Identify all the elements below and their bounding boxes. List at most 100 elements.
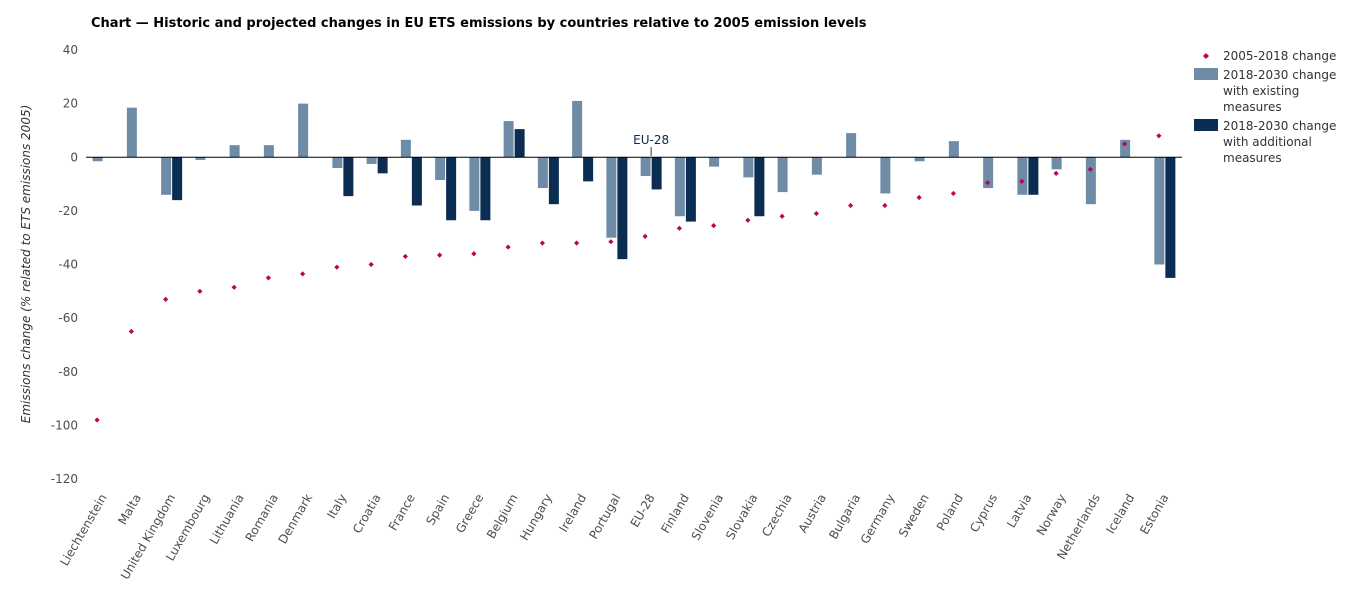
marker-2005-2018-change bbox=[231, 284, 237, 290]
legend-label: 2005-2018 change bbox=[1223, 49, 1336, 63]
bar-additional-measures bbox=[411, 157, 422, 206]
bar-existing-measures bbox=[298, 103, 309, 158]
marker-2005-2018-change bbox=[848, 202, 854, 209]
bar-existing-measures bbox=[263, 145, 274, 158]
bar-additional-measures bbox=[754, 157, 765, 217]
marker-2005-2018-change bbox=[539, 240, 545, 246]
legend-swatch-historic bbox=[1203, 53, 1209, 59]
bar-existing-measures bbox=[469, 157, 480, 211]
marker-2005-2018-change bbox=[985, 180, 991, 186]
x-category-label: Belgium bbox=[484, 492, 521, 542]
bar-existing-measures bbox=[606, 157, 617, 238]
annotation-label: EU-28 bbox=[633, 133, 669, 147]
y-tick-label: 0 bbox=[70, 150, 78, 164]
y-tick-label: -100 bbox=[51, 418, 78, 432]
x-category-label: Portugal bbox=[586, 492, 623, 542]
marker-2005-2018-change bbox=[505, 244, 511, 250]
x-category-label: France bbox=[386, 492, 418, 534]
bar-existing-measures bbox=[161, 157, 172, 195]
x-category-label: Malta bbox=[115, 492, 144, 528]
chart-title: Chart — Historic and projected changes i… bbox=[91, 16, 867, 31]
bar-existing-measures bbox=[1120, 139, 1131, 158]
marker-2005-2018-change bbox=[402, 253, 408, 260]
x-category-label: Germany bbox=[858, 492, 898, 547]
marker-2005-2018-change bbox=[334, 264, 340, 270]
legend: 2005-2018 change 2018-2030 change with exi… bbox=[1194, 49, 1336, 165]
x-category-label: Romania bbox=[243, 492, 281, 544]
marker-2005-2018-change bbox=[197, 288, 203, 294]
x-category-label: Bulgaria bbox=[826, 492, 863, 542]
marker-2005-2018-change bbox=[94, 417, 100, 423]
x-category-label: Iceland bbox=[1103, 492, 1137, 537]
bar-existing-measures bbox=[92, 157, 103, 162]
x-category-label: Slovakia bbox=[723, 492, 760, 543]
bar-additional-measures bbox=[617, 157, 628, 260]
marker-2005-2018-change bbox=[676, 225, 682, 231]
bar-existing-measures bbox=[537, 157, 548, 189]
marker-2005-2018-change bbox=[265, 275, 271, 281]
x-category-label: Estonia bbox=[1137, 492, 1171, 537]
bar-additional-measures bbox=[480, 157, 491, 221]
y-tick-label: -40 bbox=[58, 258, 78, 272]
bar-existing-measures bbox=[400, 139, 411, 158]
bar-existing-measures bbox=[366, 157, 377, 164]
x-category-label: Czechia bbox=[759, 492, 795, 540]
bar-additional-measures bbox=[583, 157, 594, 182]
x-category-label: Finland bbox=[658, 492, 692, 536]
y-tick-label: -60 bbox=[58, 311, 78, 325]
legend-label: 2018-2030 change with existing measures bbox=[1223, 68, 1336, 114]
marker-2005-2018-change bbox=[163, 296, 169, 302]
marker-series-group bbox=[94, 133, 1162, 423]
x-category-label: Italy bbox=[324, 492, 349, 522]
marker-2005-2018-change bbox=[300, 271, 306, 277]
legend-label: 2018-2030 change with additional measures bbox=[1223, 119, 1336, 165]
marker-2005-2018-change bbox=[779, 213, 785, 219]
x-category-label: Ireland bbox=[556, 492, 589, 535]
marker-2005-2018-change bbox=[711, 223, 717, 229]
marker-2005-2018-change bbox=[1053, 170, 1059, 176]
x-category-label: Hungary bbox=[517, 492, 555, 543]
marker-2005-2018-change bbox=[950, 190, 956, 197]
bar-existing-measures bbox=[1085, 157, 1096, 205]
bar-existing-measures bbox=[743, 157, 754, 178]
legend-swatch bbox=[1194, 68, 1218, 80]
bar-existing-measures bbox=[846, 133, 857, 158]
bar-additional-measures bbox=[1165, 157, 1176, 278]
bar-series-group bbox=[92, 100, 1176, 278]
bar-existing-measures bbox=[332, 157, 343, 168]
x-category-label: EU-28 bbox=[628, 492, 658, 530]
bar-existing-measures bbox=[811, 157, 822, 175]
marker-2005-2018-change bbox=[368, 261, 374, 268]
x-category-label: Slovenia bbox=[689, 492, 727, 543]
x-category-label: Denmark bbox=[276, 491, 316, 546]
bar-additional-measures bbox=[514, 129, 525, 158]
x-category-label: Croatia bbox=[350, 492, 384, 536]
marker-2005-2018-change bbox=[471, 251, 477, 257]
x-category-label: Lithuania bbox=[207, 492, 247, 547]
bar-existing-measures bbox=[674, 157, 685, 217]
marker-2005-2018-change bbox=[608, 239, 614, 245]
bar-existing-measures bbox=[1051, 157, 1062, 170]
marker-2005-2018-change bbox=[1019, 178, 1025, 184]
bar-existing-measures bbox=[914, 157, 925, 162]
bar-existing-measures bbox=[880, 157, 891, 194]
marker-2005-2018-change bbox=[128, 328, 134, 335]
x-category-label: Poland bbox=[934, 492, 966, 534]
legend-swatch bbox=[1194, 119, 1218, 131]
bar-existing-measures bbox=[1154, 157, 1165, 265]
bar-existing-measures bbox=[229, 145, 240, 158]
x-category-label: Sweden bbox=[896, 492, 932, 540]
bar-existing-measures bbox=[435, 157, 446, 181]
bar-additional-measures bbox=[343, 157, 354, 197]
bar-existing-measures bbox=[709, 157, 720, 167]
y-tick-label: 20 bbox=[63, 97, 78, 111]
x-category-label: Cyprus bbox=[967, 492, 1000, 535]
marker-2005-2018-change bbox=[813, 210, 819, 217]
y-tick-label: -80 bbox=[58, 365, 78, 379]
bar-additional-measures bbox=[548, 157, 559, 205]
y-tick-label: -20 bbox=[58, 204, 78, 218]
x-category-label: Greece bbox=[453, 492, 486, 536]
y-axis-label: Emissions change (% related to ETS emiss… bbox=[19, 105, 33, 424]
